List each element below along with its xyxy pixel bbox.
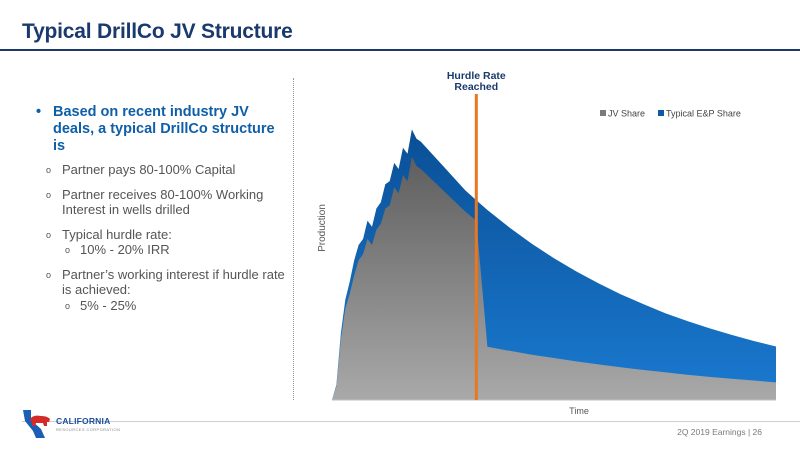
california-bear-logo-icon bbox=[23, 410, 50, 438]
hurdle-rate-label: Reached bbox=[454, 81, 498, 93]
legend-label: JV Share bbox=[608, 109, 645, 119]
sub-bullet-partner-interest: o Partner’s working interest if hurdle r… bbox=[36, 267, 286, 314]
title-rule bbox=[0, 49, 800, 51]
sub-sub-bullet-irr: o 10% - 20% IRR bbox=[62, 242, 286, 258]
legend-swatch bbox=[658, 110, 664, 116]
ring-bullet-icon: o bbox=[65, 300, 71, 311]
jv-share-area bbox=[332, 156, 776, 400]
bullet-dot-icon: • bbox=[36, 104, 42, 120]
slide-title: Typical DrillCo JV Structure bbox=[22, 20, 293, 43]
bullet-list: • Based on recent industry JV deals, a t… bbox=[36, 104, 286, 322]
x-axis-label: Time bbox=[569, 406, 589, 416]
sub-bullet-text: Typical hurdle rate: bbox=[62, 226, 172, 242]
legend-swatch bbox=[600, 110, 606, 116]
y-axis-label: Production bbox=[317, 204, 328, 252]
sub-bullet-hurdle-rate: o Typical hurdle rate: o 10% - 20% IRR bbox=[36, 227, 286, 258]
main-bullet-text: Based on recent industry JV deals, a typ… bbox=[53, 104, 275, 154]
main-bullet: • Based on recent industry JV deals, a t… bbox=[36, 104, 286, 155]
sub-sub-bullet-text: 5% - 25% bbox=[80, 297, 137, 313]
ring-bullet-icon: o bbox=[46, 269, 52, 280]
ring-bullet-icon: o bbox=[65, 245, 71, 255]
legend-label: Typical E&P Share bbox=[666, 109, 741, 119]
sub-bullet-text: Partner pays 80-100% Capital bbox=[62, 162, 236, 177]
sub-bullet-list: o Partner pays 80-100% Capital o Partner… bbox=[36, 162, 286, 313]
sub-bullet-text: Partner’s working interest if hurdle rat… bbox=[62, 266, 285, 298]
logo-subtitle: RESOURCES CORPORATION bbox=[56, 427, 121, 432]
sub-sub-bullet-percent: o 5% - 25% bbox=[62, 298, 286, 314]
footer-rule bbox=[22, 421, 800, 422]
ring-bullet-icon: o bbox=[46, 165, 52, 175]
sub-bullet-text: Partner receives 80-100% Working Interes… bbox=[62, 186, 264, 218]
sub-sub-bullet-text: 10% - 20% IRR bbox=[80, 242, 170, 257]
sub-bullet-capital: o Partner pays 80-100% Capital bbox=[36, 162, 286, 178]
ring-bullet-icon: o bbox=[46, 229, 52, 240]
hurdle-rate-label: Hurdle Rate bbox=[447, 70, 506, 82]
vertical-divider bbox=[293, 78, 294, 400]
sub-bullet-working-interest: o Partner receives 80-100% Working Inter… bbox=[36, 187, 286, 218]
page-footer: 2Q 2019 Earnings | 26 bbox=[677, 427, 762, 437]
logo-name: CALIFORNIA bbox=[56, 416, 111, 426]
ring-bullet-icon: o bbox=[46, 189, 52, 200]
